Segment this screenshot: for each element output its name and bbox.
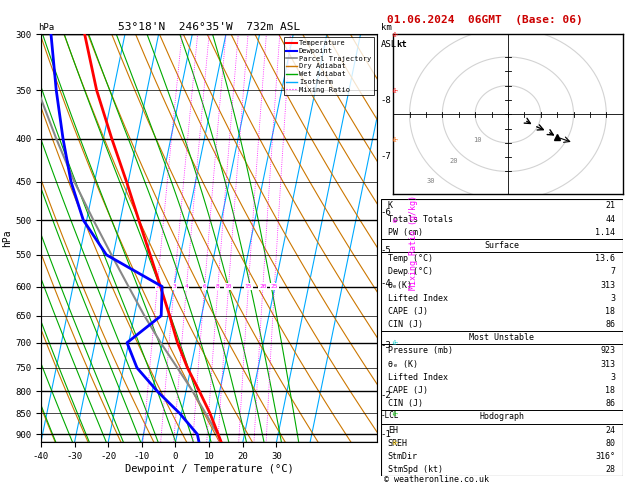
Text: -7: -7 [381, 152, 391, 161]
Text: 3: 3 [611, 294, 615, 303]
Text: K: K [388, 201, 392, 210]
Text: «: « [389, 28, 401, 40]
Text: «: « [389, 214, 401, 226]
Text: Hodograph: Hodograph [479, 413, 524, 421]
Text: 18: 18 [606, 307, 615, 316]
Text: θₑ(K): θₑ(K) [388, 280, 413, 290]
Text: «: « [389, 436, 401, 448]
Text: km: km [381, 22, 391, 32]
Text: 2: 2 [155, 284, 159, 289]
Text: PW (cm): PW (cm) [388, 228, 423, 237]
Text: 3: 3 [611, 373, 615, 382]
Text: CAPE (J): CAPE (J) [388, 386, 428, 395]
Text: Pressure (mb): Pressure (mb) [388, 347, 453, 355]
Text: 10: 10 [225, 284, 232, 289]
Text: Lifted Index: Lifted Index [388, 294, 448, 303]
Text: -LCL: -LCL [381, 411, 399, 420]
Text: «: « [389, 85, 401, 96]
Text: © weatheronline.co.uk: © weatheronline.co.uk [384, 474, 489, 484]
Text: 86: 86 [606, 399, 615, 408]
Text: Dewp (°C): Dewp (°C) [388, 267, 433, 277]
Text: 6: 6 [203, 284, 206, 289]
Text: 923: 923 [601, 347, 615, 355]
Text: 01.06.2024  06GMT  (Base: 06): 01.06.2024 06GMT (Base: 06) [387, 15, 582, 25]
Text: «: « [389, 133, 401, 144]
Text: 10: 10 [473, 138, 481, 143]
Text: 13.6: 13.6 [596, 254, 615, 263]
Text: Mixing Ratio (g/kg): Mixing Ratio (g/kg) [409, 195, 418, 291]
Text: 7: 7 [611, 267, 615, 277]
Text: -6: -6 [381, 208, 391, 217]
Text: StmSpd (kt): StmSpd (kt) [388, 465, 443, 474]
Text: CAPE (J): CAPE (J) [388, 307, 428, 316]
Text: 316°: 316° [596, 452, 615, 461]
Text: 44: 44 [606, 214, 615, 224]
Text: 30: 30 [426, 178, 435, 184]
Text: 20: 20 [259, 284, 267, 289]
Text: -8: -8 [381, 96, 391, 105]
Text: -2: -2 [381, 391, 391, 400]
Text: «: « [389, 337, 401, 348]
Text: Totals Totals: Totals Totals [388, 214, 453, 224]
Text: 21: 21 [606, 201, 615, 210]
Text: 25: 25 [270, 284, 278, 289]
Text: 1.14: 1.14 [596, 228, 615, 237]
Text: Temp (°C): Temp (°C) [388, 254, 433, 263]
Text: -3: -3 [381, 341, 391, 350]
Text: SREH: SREH [388, 439, 408, 448]
Text: 15: 15 [245, 284, 252, 289]
Text: Lifted Index: Lifted Index [388, 373, 448, 382]
Text: Most Unstable: Most Unstable [469, 333, 534, 342]
Text: 3: 3 [172, 284, 176, 289]
Text: kt: kt [396, 40, 407, 49]
Text: hPa: hPa [38, 22, 54, 32]
Text: StmDir: StmDir [388, 452, 418, 461]
Text: CIN (J): CIN (J) [388, 399, 423, 408]
Text: Surface: Surface [484, 241, 519, 250]
Text: -4: -4 [381, 279, 391, 288]
Text: «: « [389, 408, 401, 419]
Text: -1: -1 [381, 430, 391, 439]
X-axis label: Dewpoint / Temperature (°C): Dewpoint / Temperature (°C) [125, 464, 294, 474]
Text: θₑ (K): θₑ (K) [388, 360, 418, 369]
Text: 28: 28 [606, 465, 615, 474]
Text: 80: 80 [606, 439, 615, 448]
Y-axis label: hPa: hPa [3, 229, 12, 247]
Text: 313: 313 [601, 280, 615, 290]
Text: ASL: ASL [381, 39, 397, 49]
Text: 313: 313 [601, 360, 615, 369]
Text: 4: 4 [185, 284, 188, 289]
Text: 20: 20 [450, 157, 459, 164]
Title: 53°18'N  246°35'W  732m ASL: 53°18'N 246°35'W 732m ASL [118, 22, 300, 32]
Text: EH: EH [388, 426, 398, 434]
Text: -5: -5 [381, 246, 391, 255]
Text: 24: 24 [606, 426, 615, 434]
Text: 86: 86 [606, 320, 615, 329]
Legend: Temperature, Dewpoint, Parcel Trajectory, Dry Adiabat, Wet Adiabat, Isotherm, Mi: Temperature, Dewpoint, Parcel Trajectory… [284, 37, 374, 95]
Text: 18: 18 [606, 386, 615, 395]
Text: 8: 8 [216, 284, 220, 289]
Text: CIN (J): CIN (J) [388, 320, 423, 329]
